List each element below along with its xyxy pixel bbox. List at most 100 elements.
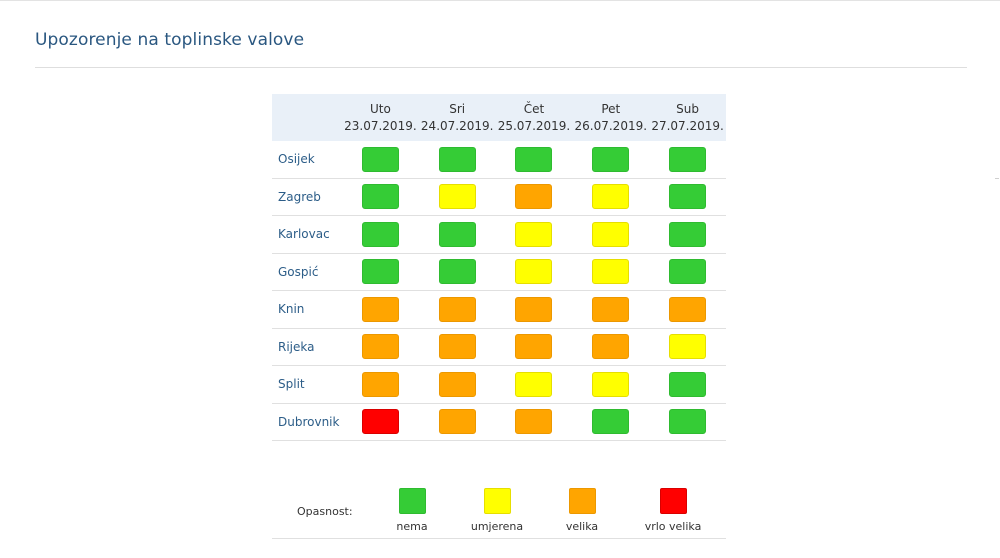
warning-cell bbox=[572, 403, 650, 441]
warning-level-square[interactable] bbox=[438, 259, 476, 285]
title-divider bbox=[35, 67, 967, 68]
warning-level-square[interactable] bbox=[361, 371, 399, 397]
warning-level-square[interactable] bbox=[515, 296, 553, 322]
warning-level-square[interactable] bbox=[361, 221, 399, 247]
warning-cell bbox=[495, 290, 573, 329]
city-name-link[interactable]: Osijek bbox=[272, 141, 342, 179]
city-row: Rijeka bbox=[272, 328, 726, 366]
city-row: Osijek bbox=[272, 141, 726, 179]
day-name: Uto bbox=[369, 101, 391, 116]
warning-cell bbox=[572, 253, 650, 291]
city-name-link[interactable]: Dubrovnik bbox=[272, 403, 342, 441]
warning-level-square[interactable] bbox=[669, 371, 707, 397]
warning-level-square[interactable] bbox=[669, 184, 707, 210]
warning-cell bbox=[495, 365, 573, 404]
warning-level-square[interactable] bbox=[438, 334, 476, 360]
day-header: Sub 27.07.2019. bbox=[649, 94, 726, 141]
legend-item-label: nema bbox=[396, 520, 428, 533]
warning-level-square[interactable] bbox=[515, 221, 553, 247]
legend-item-label: velika bbox=[565, 520, 599, 533]
city-name-link[interactable]: Zagreb bbox=[272, 178, 342, 216]
warning-level-square[interactable] bbox=[361, 184, 399, 210]
warning-level-square[interactable] bbox=[592, 409, 630, 435]
warning-cell bbox=[495, 403, 573, 441]
warning-level-square[interactable] bbox=[361, 259, 399, 285]
header-row: Uto 23.07.2019. Sri 24.07.2019. Čet 25.07.2… bbox=[272, 94, 726, 141]
warning-cell bbox=[342, 290, 419, 329]
warning-cell bbox=[495, 178, 573, 216]
day-name: Čet bbox=[523, 101, 545, 116]
warning-level-square[interactable] bbox=[438, 146, 476, 172]
legend-swatch-orange bbox=[568, 488, 596, 514]
warning-level-square[interactable] bbox=[438, 221, 476, 247]
warning-cell bbox=[495, 215, 573, 254]
warning-cell bbox=[342, 215, 419, 254]
warning-level-square[interactable] bbox=[361, 296, 399, 322]
warning-cell bbox=[572, 290, 650, 329]
warning-level-square[interactable] bbox=[669, 409, 707, 435]
warning-level-square[interactable] bbox=[592, 221, 630, 247]
warning-cell bbox=[649, 328, 726, 366]
warning-cell bbox=[649, 141, 726, 179]
warning-level-square[interactable] bbox=[438, 184, 476, 210]
warning-level-square[interactable] bbox=[669, 296, 707, 322]
warning-cell bbox=[649, 215, 726, 254]
warning-level-square[interactable] bbox=[515, 184, 553, 210]
warning-cell bbox=[342, 141, 419, 179]
warning-level-square[interactable] bbox=[592, 146, 630, 172]
top-border bbox=[0, 0, 1000, 1]
warning-level-square[interactable] bbox=[438, 409, 476, 435]
warning-level-square[interactable] bbox=[669, 259, 707, 285]
warning-level-square[interactable] bbox=[438, 296, 476, 322]
legend-swatch-red bbox=[659, 488, 687, 514]
danger-legend: Opasnost: nema umjerena velika vrlo veli… bbox=[272, 484, 726, 539]
heatwave-warning-table: Uto 23.07.2019. Sri 24.07.2019. Čet 25.07.2… bbox=[272, 94, 726, 441]
page-title: Upozorenje na toplinske valove bbox=[35, 30, 305, 50]
warning-level-square[interactable] bbox=[515, 409, 553, 435]
warning-cell bbox=[342, 365, 419, 404]
warning-cell bbox=[418, 290, 496, 329]
day-name: Pet bbox=[601, 101, 621, 116]
warning-cell bbox=[418, 215, 496, 254]
warning-cell bbox=[418, 141, 496, 179]
city-name-link[interactable]: Karlovac bbox=[272, 215, 342, 254]
warning-cell bbox=[572, 178, 650, 216]
warning-cell bbox=[649, 253, 726, 291]
warning-level-square[interactable] bbox=[592, 334, 630, 360]
city-row: Karlovac bbox=[272, 215, 726, 254]
warning-level-square[interactable] bbox=[592, 184, 630, 210]
warning-level-square[interactable] bbox=[361, 146, 399, 172]
warning-level-square[interactable] bbox=[592, 296, 630, 322]
warning-cell bbox=[418, 178, 496, 216]
warning-level-square[interactable] bbox=[592, 259, 630, 285]
warning-level-square[interactable] bbox=[361, 334, 399, 360]
warning-level-square[interactable] bbox=[361, 409, 399, 435]
day-header: Pet 26.07.2019. bbox=[572, 94, 650, 141]
warning-level-square[interactable] bbox=[515, 146, 553, 172]
warning-cell bbox=[342, 178, 419, 216]
city-name-link[interactable]: Gospić bbox=[272, 253, 342, 291]
warning-cell bbox=[418, 403, 496, 441]
warning-level-square[interactable] bbox=[438, 371, 476, 397]
day-name: Sri bbox=[449, 101, 466, 116]
warning-level-square[interactable] bbox=[515, 259, 553, 285]
warning-level-square[interactable] bbox=[515, 334, 553, 360]
legend-item-umjerena: umjerena bbox=[447, 488, 547, 533]
city-name-link[interactable]: Knin bbox=[272, 290, 342, 329]
warning-level-square[interactable] bbox=[669, 146, 707, 172]
city-row: Knin bbox=[272, 290, 726, 329]
warning-level-square[interactable] bbox=[515, 371, 553, 397]
warning-level-square[interactable] bbox=[669, 334, 707, 360]
warning-cell bbox=[572, 328, 650, 366]
warning-cell bbox=[342, 253, 419, 291]
warning-cell bbox=[649, 178, 726, 216]
warning-level-square[interactable] bbox=[669, 221, 707, 247]
city-name-link[interactable]: Rijeka bbox=[272, 328, 342, 366]
header-corner bbox=[272, 94, 342, 141]
warning-cell bbox=[572, 141, 650, 179]
day-header: Uto 23.07.2019. bbox=[342, 94, 419, 141]
city-name-link[interactable]: Split bbox=[272, 365, 342, 404]
legend-label: Opasnost: bbox=[297, 505, 353, 518]
city-row: Zagreb bbox=[272, 178, 726, 216]
warning-level-square[interactable] bbox=[592, 371, 630, 397]
